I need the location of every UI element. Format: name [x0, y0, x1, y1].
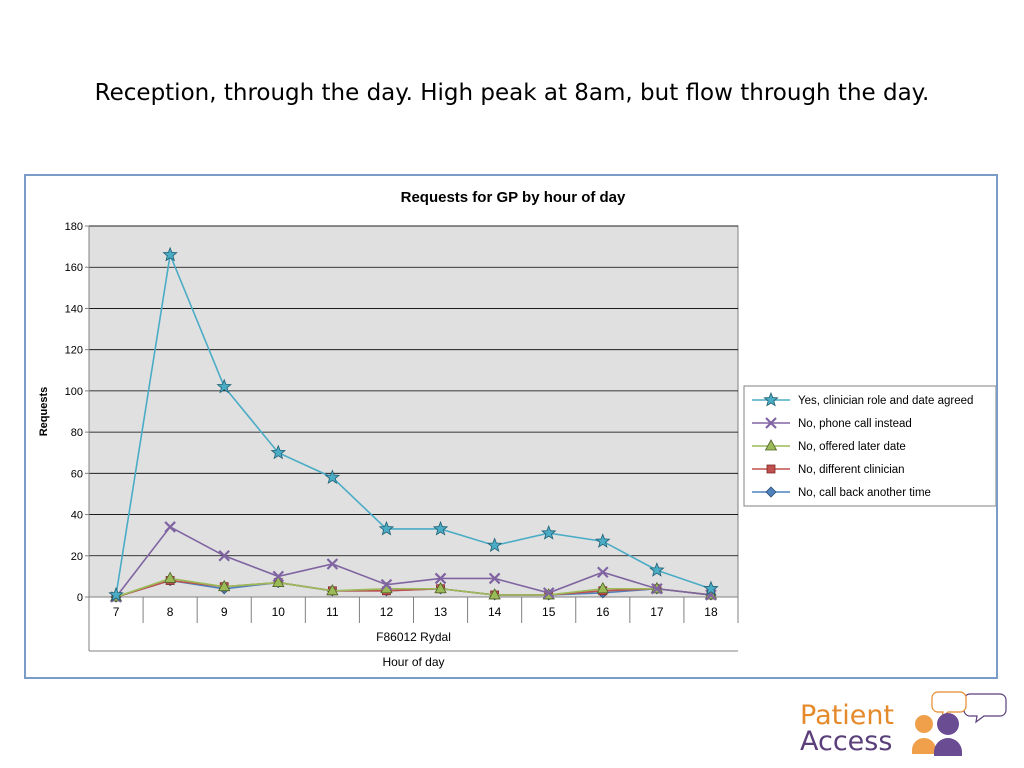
data-point-s2-9: [596, 581, 609, 594]
slide-title: Reception, through the day. High peak at…: [94, 80, 930, 106]
patient-access-logo: Patient Access: [800, 688, 1010, 758]
legend-label-2: No, offered later date: [798, 441, 906, 453]
data-point-s1-9: [597, 566, 609, 579]
y-tick-label: 80: [71, 427, 83, 439]
logo-line2: Access: [800, 726, 893, 757]
y-tick-label: 160: [65, 262, 83, 274]
x-tick-label: 8: [167, 605, 174, 619]
data-point-s1-8: [542, 587, 555, 599]
data-point-s0-3: [270, 444, 287, 460]
legend-marker-1: [765, 417, 777, 429]
y-tick-label: 140: [65, 303, 83, 315]
data-point-s0-5: [378, 520, 395, 536]
legend-marker-3: [766, 464, 776, 474]
y-tick-label: 40: [71, 510, 83, 522]
y-tick-label: 60: [71, 468, 83, 480]
data-point-s1-7: [488, 572, 501, 585]
data-point-s2-4: [326, 583, 339, 596]
x-tick-label: 12: [380, 605, 394, 619]
y-tick-label: 20: [71, 551, 83, 563]
legend-label-0: Yes, clinician role and date agreed: [798, 395, 973, 407]
x-tick-label: 15: [542, 605, 556, 619]
data-point-s1-5: [380, 578, 393, 591]
y-tick-label: 120: [65, 345, 83, 357]
people-icon: [912, 691, 1007, 756]
logo-line1: Patient: [800, 700, 895, 731]
data-point-s2-3: [272, 575, 285, 587]
y-tick-label: 0: [77, 592, 83, 604]
legend-label-4: No, call back another time: [798, 487, 931, 499]
chart-frame: Requests for GP by hour of day 0 20 40 60 80 1…: [24, 174, 998, 679]
data-point-s2-2: [218, 579, 231, 592]
legend-marker-2: [764, 439, 778, 451]
line-chart: Requests for GP by hour of day 0 20 40 60 80 1…: [38, 189, 996, 669]
data-point-s0-1: [162, 246, 178, 262]
x-tick-label: 7: [113, 605, 120, 619]
data-point-s2-6: [434, 581, 447, 594]
data-point-s0-4: [324, 469, 341, 485]
data-point-s0-2: [216, 378, 232, 394]
chart-title: Requests for GP by hour of day: [401, 189, 626, 206]
x-axis-label: Hour of day: [382, 655, 444, 669]
x-tick-label: 10: [272, 605, 286, 619]
data-point-s2-7: [488, 588, 501, 600]
x-tick-label: 9: [221, 605, 228, 619]
x-tick-label: 16: [596, 605, 610, 619]
data-point-s0-7: [486, 537, 503, 553]
data-point-s1-2: [218, 550, 230, 562]
x-tick-label: 13: [434, 605, 448, 619]
data-point-s0-9: [595, 533, 611, 548]
x-tick-label: 17: [650, 605, 664, 619]
data-point-s0-10: [649, 562, 665, 577]
series-line-1: [115, 525, 712, 598]
data-point-s1-1: [164, 521, 176, 533]
plot-area: [88, 225, 739, 598]
legend-marker-4: [765, 486, 777, 498]
legend-marker-0: [763, 391, 779, 407]
legend-label-1: No, phone call instead: [798, 418, 912, 430]
data-point-s0-11: [703, 580, 719, 596]
series-line-2: [115, 577, 712, 598]
x-tick-label: 11: [326, 605, 339, 619]
data-point-s0-6: [432, 520, 449, 536]
data-point-s1-10: [651, 582, 663, 595]
x-tick-label: 14: [488, 605, 502, 619]
data-point-s1-4: [326, 558, 339, 570]
y-tick-label: 180: [65, 221, 83, 233]
data-point-s1-3: [272, 570, 285, 583]
data-point-s0-0: [108, 586, 124, 602]
y-axis-label: Requests: [38, 387, 50, 437]
x-tick-label: 18: [704, 605, 718, 619]
series-line-0: [115, 251, 712, 596]
data-point-s2-1: [163, 571, 177, 583]
y-tick-label: 100: [65, 386, 83, 398]
data-point-s0-8: [540, 524, 557, 540]
x-group-label: F86012 Rydal: [376, 630, 451, 644]
data-point-s1-6: [434, 572, 447, 585]
legend-label-3: No, different clinician: [798, 464, 905, 476]
